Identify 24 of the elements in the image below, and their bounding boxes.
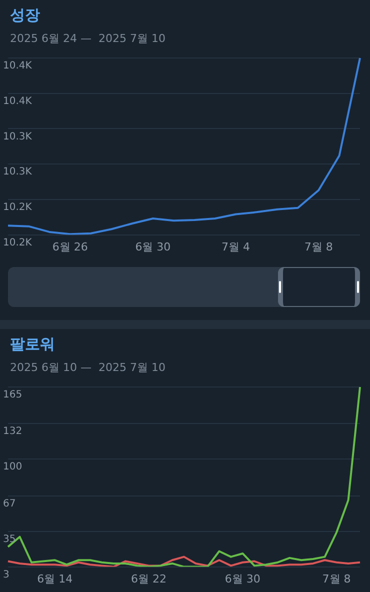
chart-subtitle: 2025 6월 10 — 2025 7월 10 [10,360,166,375]
x-tick-label: 7월 8 [322,572,351,586]
y-tick-label: 100 [3,462,22,473]
x-tick-label: 6월 30 [135,240,171,254]
y-tick-label: 10.3K [3,131,32,142]
x-tick-label: 7월 8 [304,240,333,254]
chart-title: 팔로워 [10,335,55,354]
x-tick-label: 6월 26 [52,240,88,254]
x-tick-label: 6월 30 [224,572,260,586]
y-tick-label: 67 [3,498,16,510]
y-tick-label: 35 [3,534,16,545]
chart-title: 성장 [10,6,40,25]
y-tick-label: 132 [3,426,22,438]
chart-subtitle: 2025 6월 24 — 2025 7월 10 [10,31,166,46]
y-tick-label: 3 [3,569,10,580]
y-tick-label: 10.2K [3,237,32,248]
y-tick-label: 10.4K [3,96,32,107]
y-tick-label: 10.4K [3,60,32,72]
x-tick-label: 6월 14 [37,572,73,586]
x-tick-label: 7월 4 [222,240,250,254]
y-tick-label: 165 [3,390,22,401]
y-tick-label: 10.2K [3,202,32,214]
x-tick-label: 6월 22 [131,572,167,586]
y-tick-label: 10.3K [3,166,32,178]
